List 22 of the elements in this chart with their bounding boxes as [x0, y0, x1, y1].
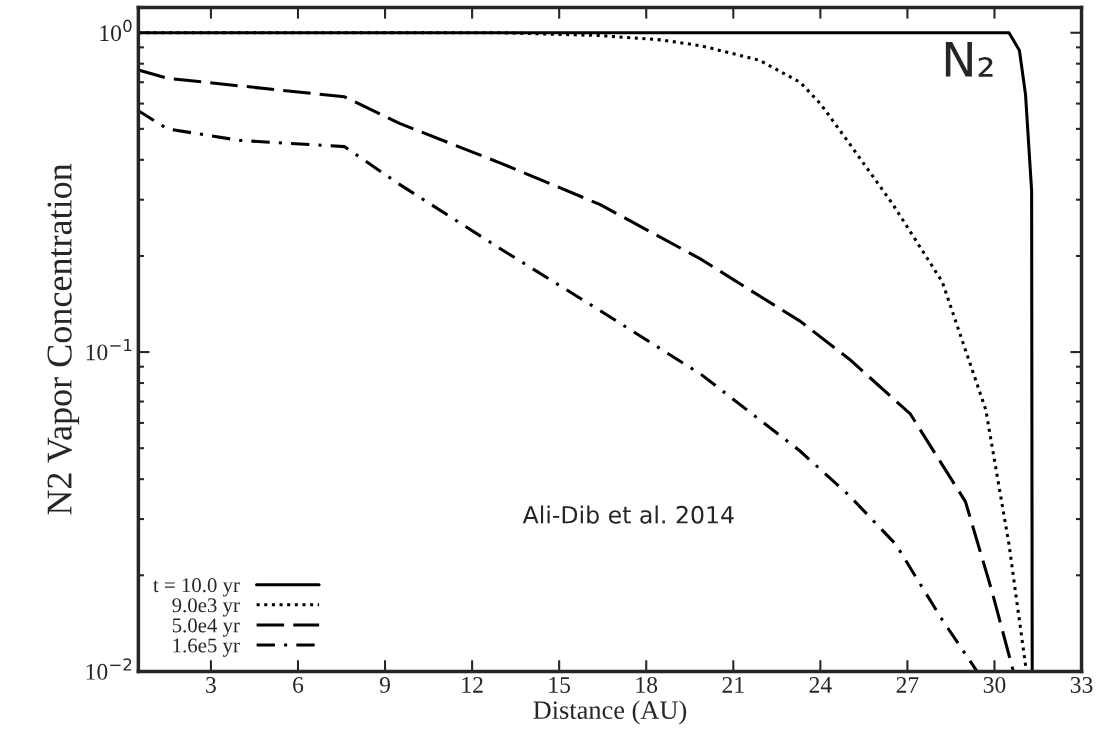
- y-tick-label: 10$^{−2}$: [86, 658, 132, 680]
- x-tick-label: 24: [809, 677, 832, 693]
- x-tick-label: 12: [462, 677, 483, 693]
- x-axis-title: Distance (AU): [533, 700, 687, 725]
- annotation: Ali-Dib et al. 2014: [522, 505, 734, 524]
- y-tick-label: 10$^{0}$: [100, 19, 132, 42]
- legend-label: 1.6e5 yr: [173, 638, 240, 657]
- x-tick-label: 9: [379, 677, 390, 693]
- legend-label: 9.0e3 yr: [172, 598, 240, 617]
- x-tick-label: 15: [549, 677, 571, 693]
- legend-label: t = 10.0 yr: [153, 578, 240, 597]
- x-tick-label: 18: [636, 676, 658, 693]
- x-tick-label: 27: [896, 677, 919, 693]
- x-tick-label: 33: [1070, 677, 1093, 693]
- x-tick-label: 30: [983, 676, 1006, 693]
- legend-label: 5.0e4 yr: [172, 618, 240, 637]
- annotation: N₂: [945, 42, 993, 77]
- x-tick-label: 6: [293, 677, 304, 693]
- x-tick-label: 21: [722, 677, 744, 693]
- x-tick-label: 3: [206, 677, 216, 693]
- y-tick-label: 10$^{−1}$: [86, 339, 132, 361]
- y-axis-title: N2 Vapor Concentration: [47, 163, 80, 515]
